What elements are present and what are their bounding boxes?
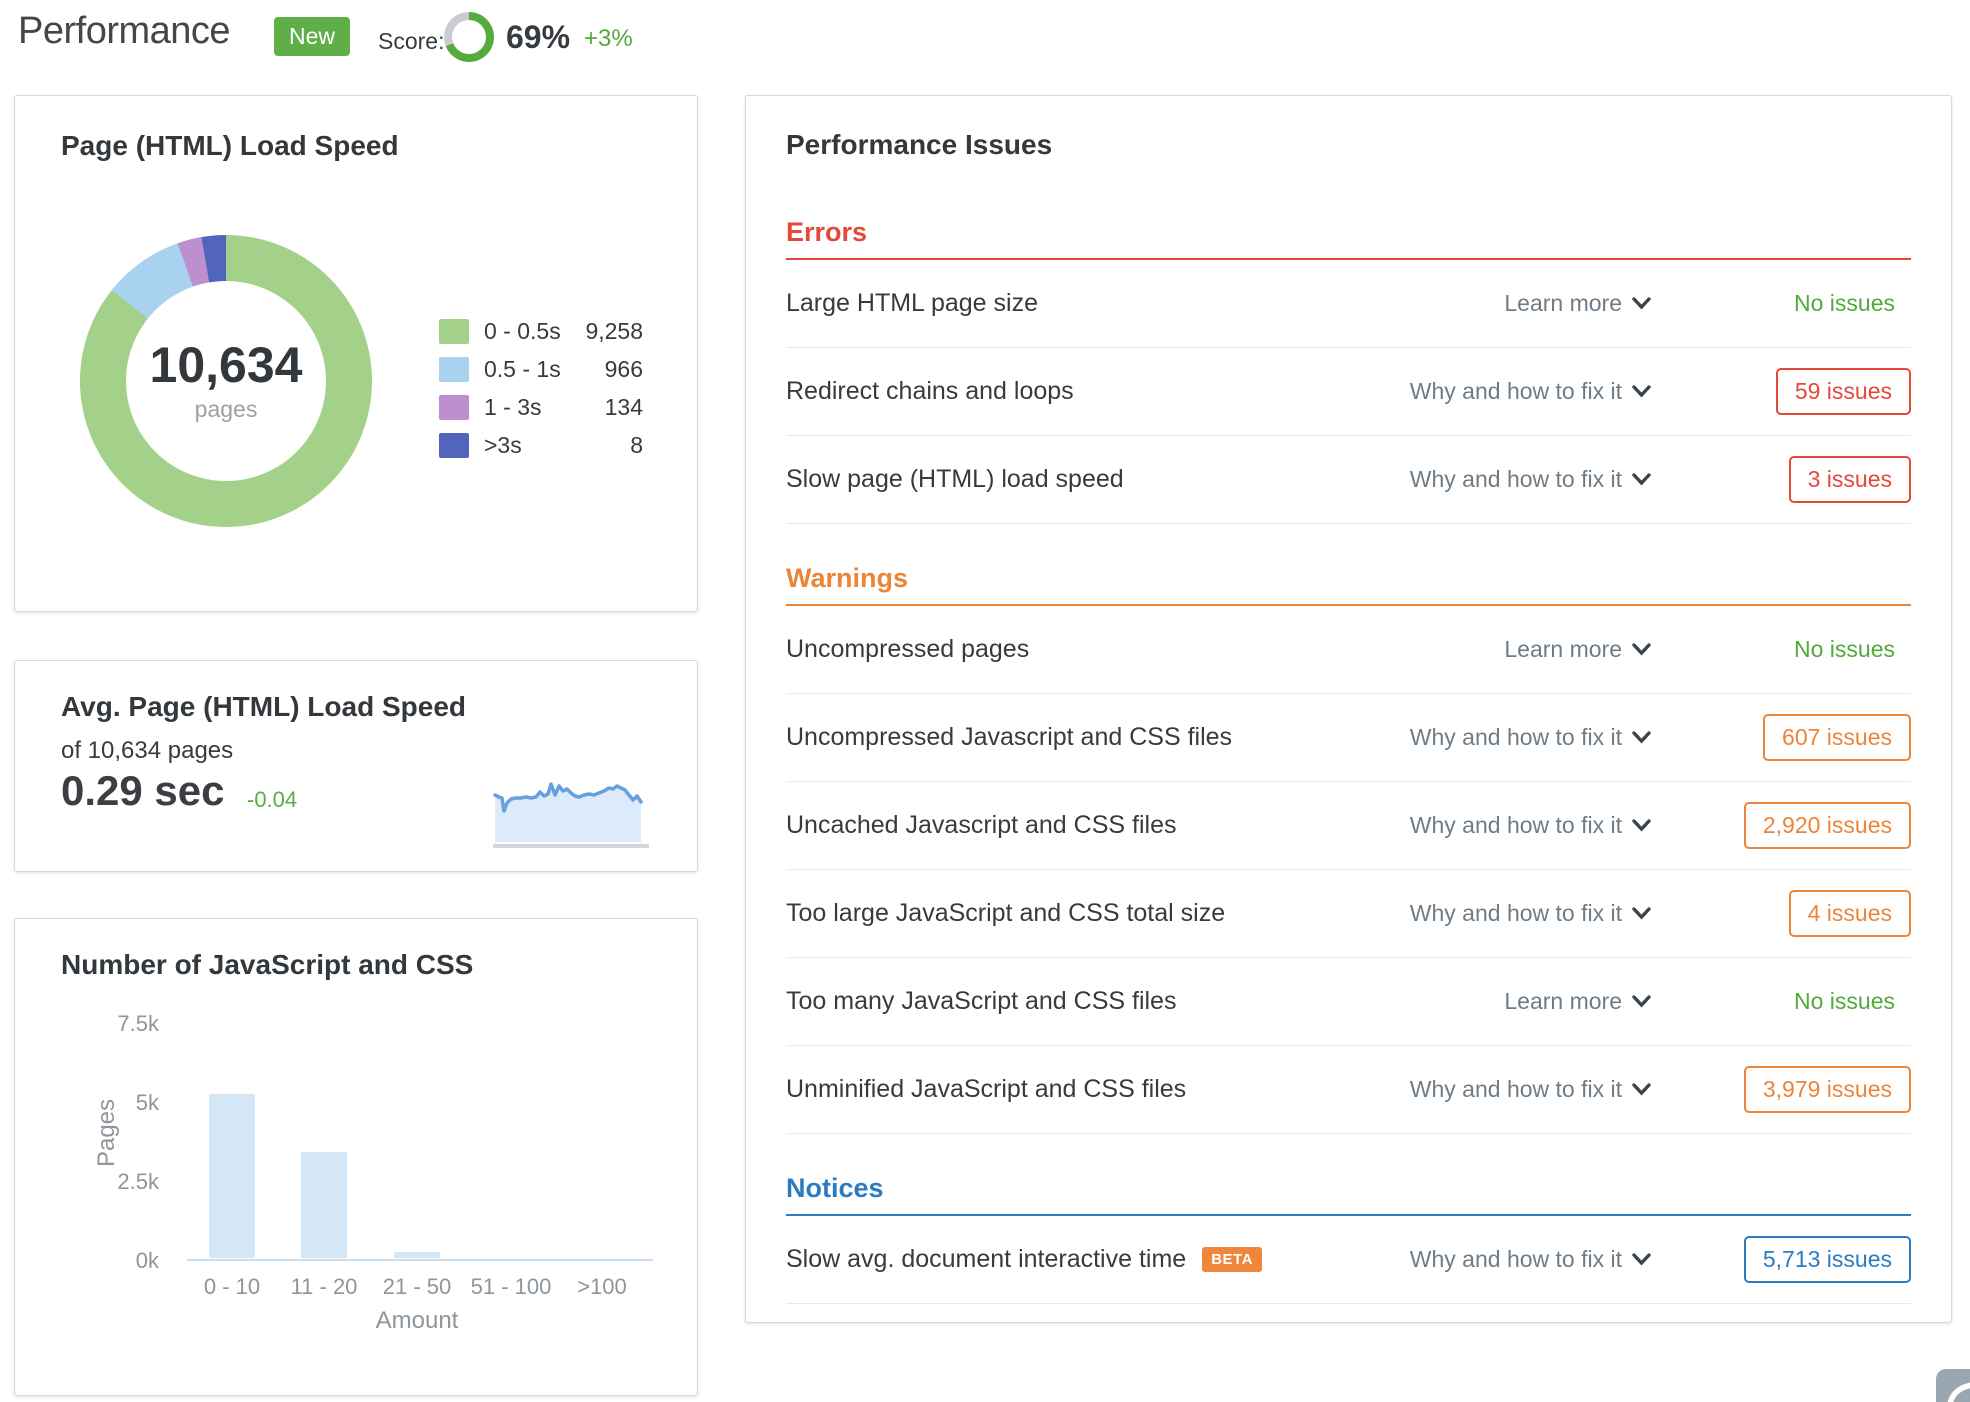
legend-swatch-green xyxy=(439,318,469,344)
page-load-speed-card: Page (HTML) Load Speed 10,634 pages 0 - … xyxy=(14,95,698,612)
issue-row: Uncached Javascript and CSS files Why an… xyxy=(786,782,1911,870)
no-issues-label: No issues xyxy=(1794,636,1895,662)
issue-count-button[interactable]: 4 issues xyxy=(1788,890,1911,937)
performance-issues-card: Performance Issues Errors Large HTML pag… xyxy=(745,95,1952,1323)
avg-value: 0.29 sec xyxy=(61,767,225,814)
y-tick: 5k xyxy=(135,1090,159,1115)
section-notices: Notices Slow avg. document interactive t… xyxy=(786,1174,1911,1304)
chevron-down-icon xyxy=(1632,907,1651,920)
y-tick: 7.5k xyxy=(117,1011,159,1036)
issue-row: Slow avg. document interactive time BETA… xyxy=(786,1216,1911,1304)
bar-21-50 xyxy=(394,1252,440,1258)
js-css-count-card: Number of JavaScript and CSS Pages 7.5k … xyxy=(14,918,698,1396)
issue-count-button[interactable]: 3 issues xyxy=(1788,456,1911,503)
chevron-down-icon xyxy=(1632,1253,1651,1266)
legend-item: 1 - 3s 134 xyxy=(439,388,643,426)
legend-swatch-darkblue xyxy=(439,432,469,458)
learn-more-link[interactable]: Learn more xyxy=(1341,636,1651,663)
card-title: Page (HTML) Load Speed xyxy=(61,130,399,161)
x-axis-label: Amount xyxy=(375,1307,459,1334)
issue-row: Slow page (HTML) load speed Why and how … xyxy=(786,436,1911,524)
issue-row: Too many JavaScript and CSS files Learn … xyxy=(786,958,1911,1046)
section-heading: Warnings xyxy=(786,564,1911,606)
section-heading: Notices xyxy=(786,1174,1911,1216)
chevron-down-icon xyxy=(1632,297,1651,310)
why-how-link[interactable]: Why and how to fix it xyxy=(1341,724,1651,751)
legend-item: 0 - 0.5s 9,258 xyxy=(439,312,643,350)
score-delta: +3% xyxy=(584,25,633,52)
why-how-link[interactable]: Why and how to fix it xyxy=(1341,378,1651,405)
chat-bubble-icon xyxy=(1947,1382,1970,1402)
legend-item: 0.5 - 1s 966 xyxy=(439,350,643,388)
score-value: 69% xyxy=(506,19,571,55)
bar-11-20 xyxy=(301,1152,347,1258)
page-title: Performance xyxy=(18,10,231,52)
why-how-link[interactable]: Why and how to fix it xyxy=(1341,1076,1651,1103)
x-tick: >100 xyxy=(577,1274,627,1299)
learn-more-link[interactable]: Learn more xyxy=(1341,290,1651,317)
section-errors: Errors Large HTML page size Learn more N… xyxy=(786,218,1911,524)
x-tick: 51 - 100 xyxy=(470,1274,552,1299)
x-tick: 21 - 50 xyxy=(382,1274,452,1299)
donut-center: 10,634 pages xyxy=(80,235,372,527)
chevron-down-icon xyxy=(1632,473,1651,486)
issue-count-button[interactable]: 2,920 issues xyxy=(1743,802,1911,849)
card-title: Performance Issues xyxy=(786,129,1053,160)
issue-count-button[interactable]: 5,713 issues xyxy=(1743,1236,1911,1283)
donut-legend: 0 - 0.5s 9,258 0.5 - 1s 966 1 - 3s 134 >… xyxy=(439,312,643,464)
legend-item: >3s 8 xyxy=(439,426,643,464)
y-tick: 0k xyxy=(135,1248,159,1273)
issue-row: Uncompressed pages Learn more No issues xyxy=(786,606,1911,694)
card-title: Avg. Page (HTML) Load Speed xyxy=(61,691,466,722)
issue-row: Large HTML page size Learn more No issue… xyxy=(786,260,1911,348)
issue-row: Redirect chains and loops Why and how to… xyxy=(786,348,1911,436)
issue-count-button[interactable]: 607 issues xyxy=(1763,714,1911,761)
chevron-down-icon xyxy=(1632,643,1651,656)
y-tick: 2.5k xyxy=(117,1169,159,1194)
score-donut-chart xyxy=(444,12,494,62)
x-tick: 11 - 20 xyxy=(290,1274,358,1299)
no-issues-label: No issues xyxy=(1794,290,1895,316)
load-speed-donut-chart xyxy=(80,235,372,527)
x-axis-line xyxy=(187,1259,653,1261)
legend-swatch-purple xyxy=(439,394,469,420)
chevron-down-icon xyxy=(1632,731,1651,744)
legend-swatch-lightblue xyxy=(439,356,469,382)
chevron-down-icon xyxy=(1632,1083,1651,1096)
chat-widget-button[interactable] xyxy=(1936,1369,1970,1402)
issue-row: Too large JavaScript and CSS total size … xyxy=(786,870,1911,958)
issue-row: Unminified JavaScript and CSS files Why … xyxy=(786,1046,1911,1134)
chevron-down-icon xyxy=(1632,995,1651,1008)
x-tick: 0 - 10 xyxy=(203,1274,261,1299)
avg-load-speed-card: Avg. Page (HTML) Load Speed of 10,634 pa… xyxy=(14,660,698,872)
section-heading: Errors xyxy=(786,218,1911,260)
section-warnings: Warnings Uncompressed pages Learn more N… xyxy=(786,564,1911,1134)
issue-count-button[interactable]: 59 issues xyxy=(1775,368,1911,415)
why-how-link[interactable]: Why and how to fix it xyxy=(1341,466,1651,493)
why-how-link[interactable]: Why and how to fix it xyxy=(1341,812,1651,839)
donut-total-pages: 10,634 xyxy=(149,337,303,394)
issue-count-button[interactable]: 3,979 issues xyxy=(1743,1066,1911,1113)
avg-subtitle: of 10,634 pages xyxy=(61,737,234,764)
no-issues-label: No issues xyxy=(1794,988,1895,1014)
why-how-link[interactable]: Why and how to fix it xyxy=(1341,1246,1651,1273)
donut-unit-label: pages xyxy=(194,395,258,422)
card-title: Number of JavaScript and CSS xyxy=(61,949,474,980)
learn-more-link[interactable]: Learn more xyxy=(1341,988,1651,1015)
chevron-down-icon xyxy=(1632,819,1651,832)
beta-badge: BETA xyxy=(1202,1247,1262,1272)
why-how-link[interactable]: Why and how to fix it xyxy=(1341,900,1651,927)
issue-row: Uncompressed Javascript and CSS files Wh… xyxy=(786,694,1911,782)
new-badge: New xyxy=(274,17,351,56)
avg-speed-sparkline-chart xyxy=(493,782,649,848)
bar-0-10 xyxy=(209,1094,255,1258)
score-label: Score: xyxy=(378,28,445,54)
chevron-down-icon xyxy=(1632,385,1651,398)
avg-delta: -0.04 xyxy=(247,787,298,812)
